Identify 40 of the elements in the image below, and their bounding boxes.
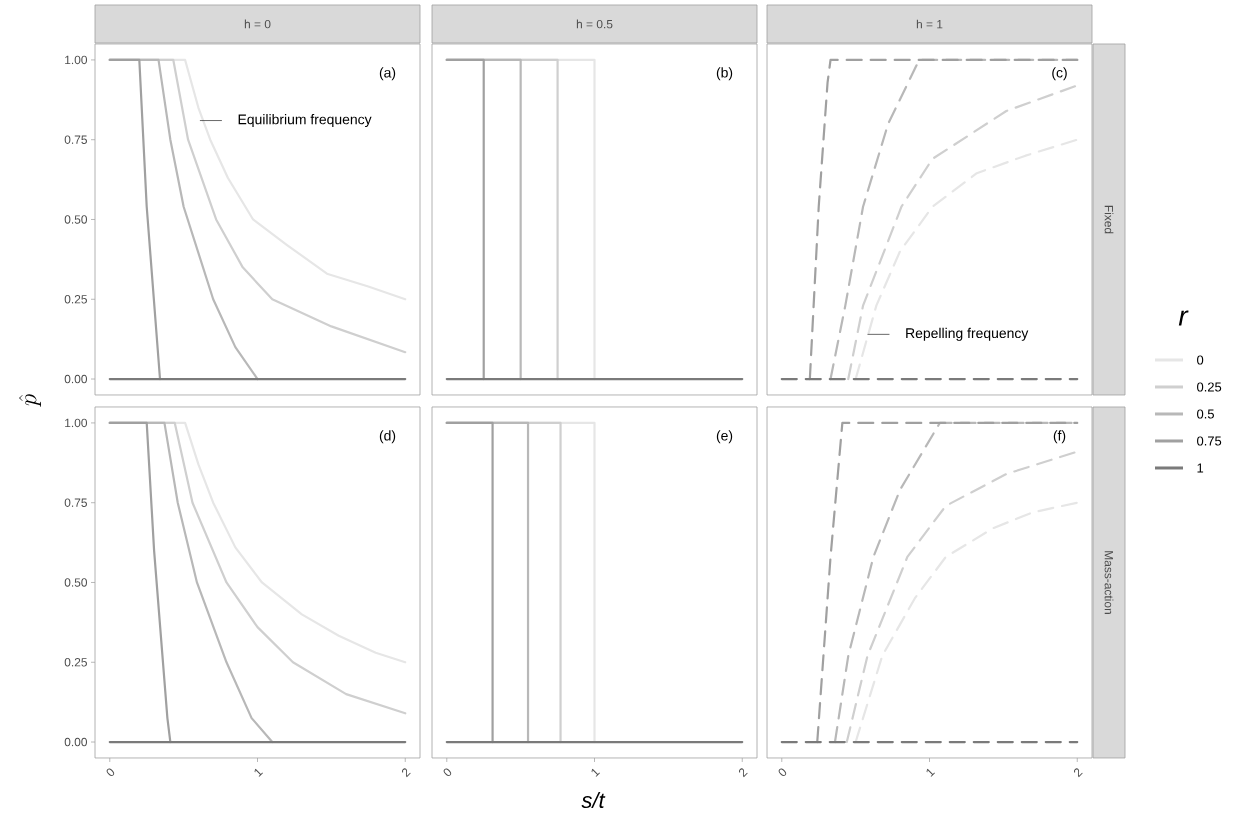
x-tick-label: 2 <box>738 768 748 778</box>
y-tick-label: 0.25 <box>64 295 87 304</box>
annotation: Equilibrium frequency <box>238 114 372 128</box>
y-tick-label: 0.75 <box>64 498 87 507</box>
x-tick-label: 0 <box>778 768 787 777</box>
y-tick-label: 0.00 <box>64 737 88 747</box>
y-tick-label: 0.00 <box>64 374 88 384</box>
y-tick-label: 0.50 <box>64 215 88 224</box>
y-tick-label: 0.75 <box>64 135 87 144</box>
y2-axis-title: Mass-action <box>1104 551 1114 614</box>
legend-label: 1 <box>1197 463 1204 473</box>
y2-axis-title: Fixed <box>1104 205 1114 234</box>
annotation: (f) <box>1053 430 1066 444</box>
legend-title: r <box>1178 310 1189 326</box>
annotation: (b) <box>716 67 733 81</box>
chart-title: h = 0.5 <box>576 19 613 29</box>
chart-title: h = 1 <box>916 19 943 29</box>
annotation: (e) <box>716 430 733 444</box>
annotation: (d) <box>379 430 396 444</box>
y-tick-label: 1.00 <box>65 418 88 428</box>
y-axis-title: $\hat{p}$ <box>19 394 42 407</box>
chart-title: h = 0 <box>244 19 271 29</box>
annotation: (c) <box>1052 67 1067 81</box>
legend-label: 0.75 <box>1197 436 1222 446</box>
x-tick-label: 0 <box>106 768 115 777</box>
x-tick-label: 2 <box>1073 768 1083 778</box>
x-tick-label: 0 <box>443 768 452 777</box>
x-axis-title: s/t <box>581 791 606 809</box>
annotation: (a) <box>379 67 396 81</box>
y-tick-label: 1.00 <box>65 55 88 65</box>
x-tick-label: 1 <box>926 768 935 777</box>
legend-label: 0.5 <box>1197 409 1214 419</box>
y-tick-label: 0.25 <box>64 658 87 667</box>
x-tick-label: 1 <box>254 768 263 777</box>
x-tick-label: 2 <box>401 768 411 778</box>
legend-label: 0.25 <box>1197 382 1222 392</box>
x-tick-label: 1 <box>591 768 600 777</box>
legend-label: 0 <box>1197 355 1204 365</box>
y-tick-label: 0.50 <box>64 578 88 587</box>
annotation: Repelling frequency <box>906 327 1029 341</box>
